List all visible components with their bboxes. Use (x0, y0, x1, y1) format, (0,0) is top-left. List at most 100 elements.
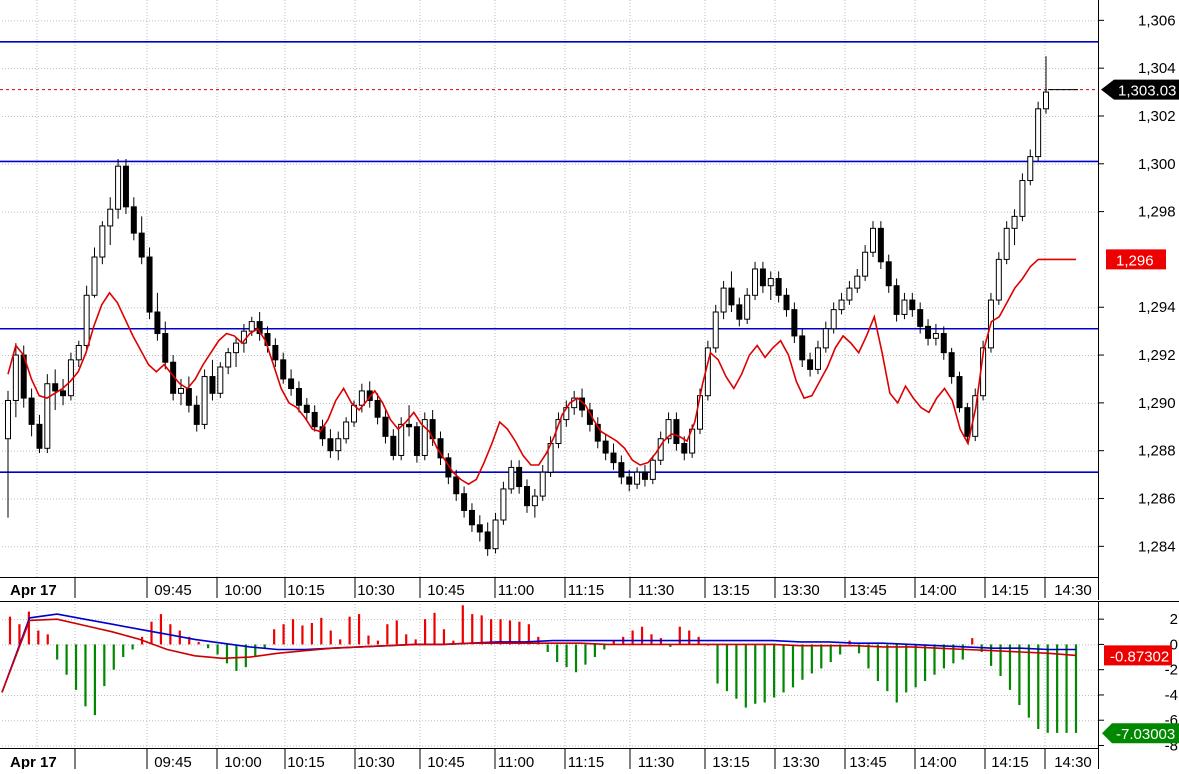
candle-body-96 (759, 268, 766, 287)
candle-body-94 (744, 294, 751, 320)
macd-xaxis-label-12: 14:15 (991, 754, 1029, 769)
price-axis-label-1: 1,304 (1138, 60, 1176, 77)
price-xaxis-label-0: 09:45 (154, 582, 192, 599)
candle-body-52 (413, 426, 420, 456)
candle-body-131 (1035, 108, 1042, 158)
ma-tag-label: 1,296 (1116, 252, 1154, 269)
candle-body-76 (602, 440, 609, 454)
macd-axis-label-0: 2 (1170, 611, 1178, 628)
candle-body-15 (122, 165, 129, 208)
price-xaxis-label-8: 13:15 (712, 582, 750, 599)
price-axis-label-8: 1,288 (1138, 443, 1176, 460)
macd-line (1, 613, 1076, 693)
ma-tag-shape (1106, 249, 1166, 270)
candle-body-10 (83, 294, 90, 346)
candle-body-88 (697, 395, 703, 430)
macd-xaxis-label-3: 10:30 (357, 754, 395, 769)
candle-body-45 (358, 390, 365, 406)
price-xaxis-label-11: 14:00 (919, 582, 957, 599)
candle-body-61 (484, 531, 491, 550)
moving-average-line (7, 258, 1076, 486)
price-axis-label-0: 1,306 (1138, 12, 1176, 29)
price-xaxis-label-2: 10:15 (287, 582, 325, 599)
candle-body-97 (767, 278, 774, 287)
macd-xaxis-label-5: 11:00 (498, 754, 534, 769)
candle-body-92 (728, 287, 735, 306)
candle-body-129 (1019, 180, 1026, 217)
candle-body-19 (154, 311, 161, 335)
macd-signal-tag-shape (1104, 645, 1172, 666)
price-axis-label-3: 1,300 (1138, 156, 1176, 173)
price-xaxis-label-9: 13:30 (782, 582, 820, 599)
candle-body-3 (28, 397, 35, 425)
candle-body-101 (799, 335, 806, 361)
candle-body-91 (720, 287, 727, 313)
candle-body-59 (468, 509, 475, 526)
price-time-axis: Apr 17 09:45 10:00 10:15 10:30 10:45 11:00 11:1… (0, 577, 1179, 602)
candle-body-103 (814, 347, 821, 370)
price-xaxis-label-7: 11:30 (638, 582, 674, 599)
macd-date-label: Apr 17 (10, 754, 57, 769)
candlesticks (5, 56, 1078, 556)
candle-body-58 (461, 493, 468, 511)
candle-body-112 (885, 261, 892, 287)
candle-body-67 (531, 495, 538, 507)
candle-body-48 (382, 416, 389, 437)
candle-body-53 (421, 419, 428, 456)
candle-body-51 (406, 423, 413, 428)
candle-body-22 (178, 388, 184, 394)
macd-signal-tag-label: -0.87302 (1110, 648, 1169, 665)
candle-body-43 (343, 421, 350, 440)
macd-xaxis-label-4: 10:45 (427, 754, 465, 769)
price-date-label: Apr 17 (10, 582, 57, 599)
macd-signal-line (1, 618, 1077, 693)
candle-body-111 (877, 227, 884, 263)
candle-body-26 (209, 376, 216, 394)
candle-body-128 (1011, 215, 1018, 229)
candle-body-115 (909, 299, 916, 311)
price-axis-label-2: 1,302 (1138, 108, 1176, 125)
candle-body-127 (1003, 227, 1010, 260)
candle-body-23 (185, 388, 192, 406)
candle-body-56 (445, 457, 452, 478)
price-xaxis-label-5: 11:00 (498, 582, 534, 599)
candle-body-5 (44, 383, 51, 449)
candle-body-18 (146, 256, 153, 313)
candle-body-49 (390, 435, 397, 456)
candle-body-98 (775, 278, 782, 296)
candle-body-46 (366, 390, 373, 401)
macd-xaxis-label-2: 10:15 (287, 754, 325, 769)
candle-body-132 (1043, 91, 1049, 110)
candle-body-47 (374, 399, 381, 418)
candle-body-81 (641, 471, 648, 480)
candle-body-78 (618, 462, 625, 478)
moving-average (7, 258, 1076, 486)
candle-body-57 (453, 476, 460, 495)
macd-xaxis-label-7: 11:30 (638, 754, 674, 769)
candle-body-122 (964, 407, 971, 437)
candle-body-31 (248, 321, 255, 332)
candle-body-39 (311, 411, 318, 428)
candle-body-27 (217, 366, 224, 394)
candle-body-20 (162, 333, 169, 363)
macd-xaxis-label-6: 11:15 (568, 754, 604, 769)
candle-body-93 (736, 304, 743, 320)
macd-xaxis-label-9: 13:30 (782, 754, 820, 769)
candle-body-95 (752, 268, 759, 296)
candle-body-1 (12, 354, 19, 401)
candle-body-68 (539, 471, 546, 497)
candle-body-16 (130, 206, 137, 234)
macd-xaxis-label-13: 14:30 (1054, 754, 1092, 769)
candle-body-107 (846, 287, 853, 301)
macd-lines (1, 613, 1077, 693)
candle-body-105 (830, 309, 837, 330)
candle-body-109 (862, 251, 869, 277)
macd-xaxis-label-11: 14:00 (919, 754, 957, 769)
candle-body-32 (256, 321, 263, 335)
macd-axis-label-1: 0 (1170, 636, 1178, 653)
candle-body-80 (634, 471, 641, 485)
candle-body-65 (516, 466, 523, 488)
price-axis-label-10: 1,284 (1138, 538, 1176, 555)
macd-histogram (8, 605, 1078, 733)
